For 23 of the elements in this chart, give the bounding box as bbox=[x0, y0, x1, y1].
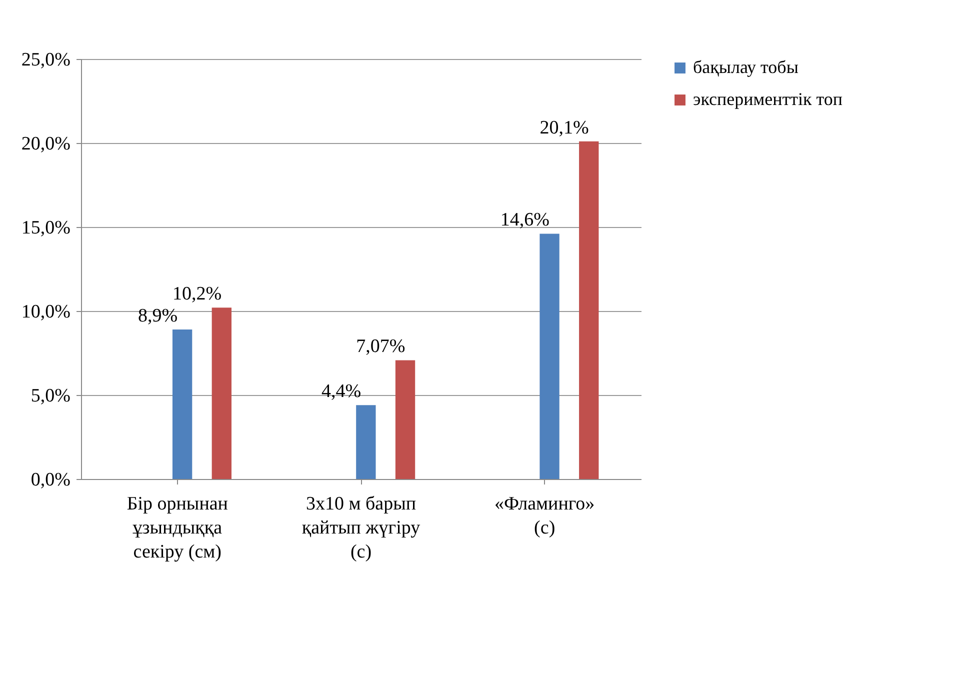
y-tick-label: 5,0% bbox=[30, 386, 71, 406]
y-tick-label: 15,0% bbox=[21, 218, 71, 238]
x-tick-label: «Фламинго» (с) bbox=[494, 494, 595, 538]
y-tick-label: 10,0% bbox=[21, 302, 71, 322]
legend-label: эксперименттік топ bbox=[693, 89, 843, 109]
y-tick-label: 0,0% bbox=[30, 470, 71, 490]
data-label: 8,9% bbox=[138, 305, 178, 326]
y-tick-label: 25,0% bbox=[21, 50, 71, 70]
bar bbox=[356, 405, 376, 479]
x-tick-label: 3х10 м барып қайтып жүгіру (с) bbox=[302, 494, 421, 562]
bar bbox=[579, 141, 599, 479]
bar bbox=[212, 308, 232, 479]
data-label: 4,4% bbox=[322, 381, 362, 402]
data-label: 7,07% bbox=[356, 336, 406, 358]
bar bbox=[540, 234, 560, 479]
bar bbox=[172, 329, 192, 479]
data-label: 10,2% bbox=[172, 284, 222, 305]
bar bbox=[395, 360, 416, 479]
y-tick-label: 20,0% bbox=[21, 134, 71, 154]
data-label: 14,6% bbox=[500, 210, 550, 231]
data-label: 20,1% bbox=[540, 117, 589, 138]
x-tick-label: Бір орнынан ұзындыққа секіру (см) bbox=[126, 494, 228, 562]
legend-label: бақылау тобы bbox=[693, 57, 798, 77]
